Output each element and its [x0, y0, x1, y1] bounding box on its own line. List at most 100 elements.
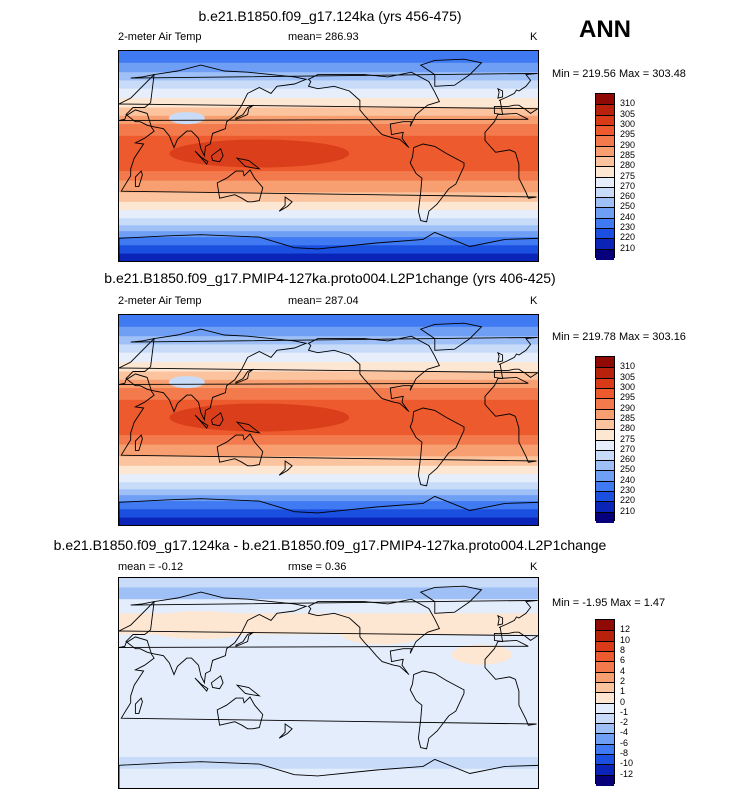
- colorbar-2-label: 300: [620, 381, 636, 392]
- map-3-patch: [451, 644, 512, 665]
- panel-1-colorbar: 310 305 300 295 290 285 280 275 270 260 250 240 230 2…: [595, 93, 635, 260]
- panel-3-units: K: [530, 561, 538, 573]
- colorbar-2-swatch: [596, 418, 614, 431]
- map-1-coastline: [235, 104, 254, 120]
- map-1-band: [119, 107, 538, 117]
- map-2-coastline: [216, 433, 264, 467]
- map-2-band: [119, 495, 538, 502]
- colorbar-3-swatch: [596, 743, 614, 756]
- map-2-band: [119, 326, 538, 337]
- map-1-band: [119, 201, 538, 211]
- colorbar-2-label: 275: [620, 433, 636, 444]
- map-3-coastline: [497, 614, 504, 626]
- map-2-coastline: [119, 495, 538, 525]
- map-1-band: [119, 124, 538, 137]
- colorbar-3-swatch: [596, 671, 614, 683]
- map-1-band: [119, 210, 538, 219]
- map-1-coastline: [125, 64, 308, 158]
- map-3-band: [119, 707, 538, 738]
- colorbar-1-label: 210: [620, 242, 636, 253]
- panel-3-mean: mean = -0.12: [118, 561, 184, 573]
- panel-1-mean: mean= 286.93: [288, 31, 359, 43]
- map-2-warm-pool: [169, 403, 350, 432]
- colorbar-2-label: 310: [620, 361, 636, 372]
- colorbar-1-label: 290: [620, 139, 636, 150]
- colorbar-3-label: 8: [620, 644, 626, 655]
- colorbar-2-label: 250: [620, 464, 636, 475]
- colorbar-3-swatch: [596, 650, 614, 663]
- map-3-coastline: [119, 758, 538, 788]
- colorbar-1-swatch: [596, 238, 614, 250]
- colorbar-3-swatch: [596, 764, 614, 776]
- panel-2-mean: mean= 287.04: [288, 295, 359, 307]
- panel-3-rmse: rmse = 0.36: [288, 561, 347, 573]
- colorbar-2-swatch: [596, 367, 614, 379]
- panel-3-colorbar: 12 10 8 6 4 2 1 0 -1 -2 -4 -6 -8 -10 -12: [595, 619, 633, 786]
- colorbar-3-label: -8: [620, 748, 629, 759]
- map-1-coastline: [119, 231, 538, 261]
- map-2-coastline: [235, 368, 254, 384]
- colorbar-2-label: 230: [620, 485, 636, 496]
- colorbar-2-swatch: [596, 470, 614, 482]
- colorbar-3-swatch: [596, 712, 614, 725]
- colorbar-1-label: 305: [620, 108, 636, 119]
- map-1-coastline: [419, 58, 483, 87]
- map-3-patch: [140, 611, 261, 640]
- colorbar-1-swatch: [596, 155, 614, 168]
- map-3-svg: [119, 578, 538, 788]
- colorbar-1-swatch: [596, 248, 614, 260]
- colorbar-3-swatch: [596, 723, 614, 735]
- map-3-coastline: [119, 599, 538, 643]
- map-3-coastline: [409, 670, 465, 750]
- panel-3-minmax: Min = -1.95 Max = 1.47: [552, 597, 666, 609]
- map-1-tibet-cold: [168, 112, 205, 125]
- colorbar-2-label: 305: [620, 371, 636, 382]
- map-2-coastline: [125, 328, 308, 422]
- map-3-coastline: [210, 675, 224, 690]
- map-3-band: [119, 578, 538, 588]
- map-2-coastline: [307, 335, 441, 412]
- map-2-coastline: [119, 336, 538, 380]
- map-1-band: [119, 51, 538, 64]
- map-3-coastline: [419, 585, 483, 614]
- colorbar-1-swatch: [596, 186, 614, 199]
- colorbar-1-swatch: [596, 166, 614, 178]
- map-2-band: [119, 482, 538, 490]
- panel-3-title: b.e21.B1850.f09_g17.124ka - b.e21.B1850.…: [53, 537, 607, 553]
- colorbar-1-swatch: [596, 135, 614, 147]
- panel-2-variable: 2-meter Air Temp: [118, 295, 202, 307]
- colorbar-3-swatch: [596, 681, 614, 694]
- colorbar-2-label: 260: [620, 454, 636, 465]
- season-label: ANN: [579, 16, 631, 43]
- map-1-band: [119, 98, 538, 109]
- map-2-band: [119, 344, 538, 354]
- map-2-band: [119, 388, 538, 401]
- colorbar-2-swatch: [596, 501, 614, 513]
- panel-1-units: K: [530, 31, 538, 43]
- map-2-band: [119, 336, 538, 345]
- colorbar-1-label: 240: [620, 211, 636, 222]
- map-2-band: [119, 509, 538, 519]
- map-2-coastline: [134, 434, 143, 451]
- map-3-band: [119, 587, 538, 600]
- panel-1-title: b.e21.B1850.f09_g17.124ka (yrs 456-475): [198, 8, 462, 24]
- colorbar-1-swatch: [596, 104, 614, 116]
- panel-2-minmax: Min = 219.78 Max = 303.16: [552, 331, 686, 343]
- map-3-band: [119, 660, 538, 685]
- colorbar-3-label: -12: [620, 768, 634, 779]
- colorbar-2-swatch: [596, 449, 614, 462]
- colorbar-2-swatch: [596, 460, 614, 472]
- colorbar-3-swatch: [596, 620, 614, 632]
- map-1-coastline: [216, 169, 264, 203]
- map-3-band: [119, 768, 538, 788]
- map-1-band: [119, 192, 538, 203]
- map-3-band: [119, 599, 538, 614]
- panel-2-title: b.e21.B1850.f09_g17.PMIP4-127ka.proto004…: [104, 270, 556, 286]
- map-2-tibet-cold: [168, 376, 205, 389]
- colorbar-1-swatch: [596, 207, 614, 219]
- map-2-band: [119, 444, 538, 457]
- map-1-coastline: [278, 196, 293, 212]
- map-3-coastline: [216, 696, 264, 730]
- panel-2-units: K: [530, 295, 538, 307]
- map-1-band: [119, 62, 538, 73]
